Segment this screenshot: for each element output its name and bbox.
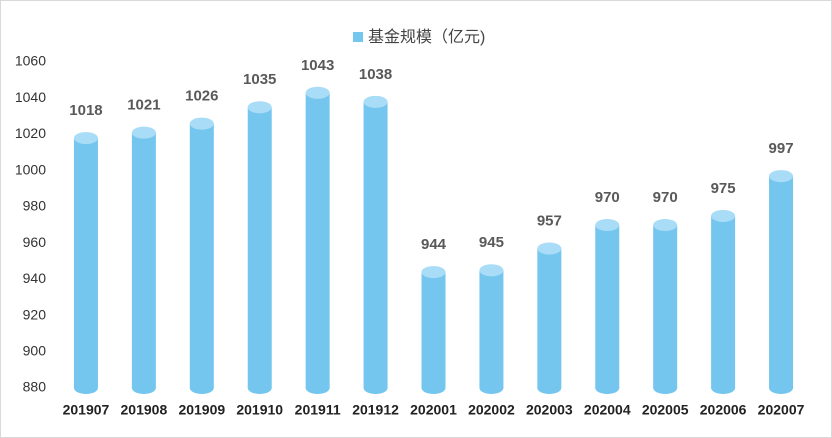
x-tick-label: 201910 — [236, 402, 283, 418]
x-tick-label: 201911 — [295, 402, 341, 418]
value-label: 1043 — [301, 57, 334, 74]
x-tick-label: 202006 — [700, 402, 747, 418]
bar-top — [189, 117, 214, 130]
x-tick-label: 202001 — [410, 402, 457, 418]
x-tick-label: 201908 — [121, 402, 168, 418]
bar — [479, 270, 504, 388]
value-label: 970 — [653, 189, 678, 206]
bar-top — [653, 219, 678, 231]
bar — [421, 272, 446, 388]
bar-top — [711, 209, 736, 222]
bar — [247, 107, 272, 389]
value-label: 1026 — [185, 88, 218, 105]
bar-top — [537, 242, 562, 255]
y-tick-label: 1020 — [15, 125, 46, 141]
y-tick-label: 980 — [23, 198, 47, 214]
bar — [363, 101, 388, 388]
value-label: 957 — [537, 213, 562, 230]
value-label: 997 — [769, 140, 794, 157]
bar-top — [769, 170, 794, 183]
bar-top — [73, 132, 98, 145]
x-tick-label: 201907 — [63, 402, 110, 418]
y-tick-label: 960 — [23, 234, 47, 250]
value-label: 1018 — [69, 102, 102, 119]
bar — [769, 176, 794, 388]
bar — [73, 138, 98, 388]
value-label: 945 — [479, 234, 504, 251]
y-tick-label: 880 — [23, 379, 47, 395]
y-tick-label: 1060 — [15, 53, 46, 69]
value-label: 970 — [595, 189, 620, 206]
bar-top — [479, 264, 504, 277]
bar-top — [305, 86, 330, 99]
y-tick-label: 1000 — [15, 161, 46, 177]
x-tick-label: 202003 — [526, 402, 573, 418]
bar — [189, 123, 214, 389]
x-tick-label: 202004 — [584, 402, 631, 418]
value-label: 944 — [421, 236, 447, 253]
x-tick-label: 201912 — [352, 402, 399, 418]
bar — [711, 215, 736, 388]
legend-swatch — [353, 32, 363, 42]
legend-label: 基金规模（亿元) — [368, 28, 485, 46]
bar — [537, 248, 562, 388]
bar — [131, 132, 156, 388]
bar-top — [595, 219, 620, 231]
bar-top — [131, 126, 156, 139]
x-tick-label: 202007 — [758, 402, 805, 418]
value-label: 1021 — [127, 97, 160, 114]
value-label: 1035 — [243, 71, 276, 88]
y-tick-label: 1040 — [15, 89, 46, 105]
value-label: 1038 — [359, 66, 392, 83]
x-tick-label: 202005 — [642, 402, 689, 418]
y-tick-label: 900 — [23, 342, 47, 358]
bar — [305, 92, 330, 389]
y-tick-label: 920 — [23, 306, 47, 322]
bar-top — [247, 101, 272, 114]
bar-top — [363, 95, 388, 108]
bar — [595, 225, 620, 388]
bar-top — [421, 266, 446, 279]
value-label: 975 — [711, 180, 736, 197]
x-tick-label: 201909 — [178, 402, 225, 418]
x-tick-label: 202002 — [468, 402, 515, 418]
bar — [653, 225, 678, 388]
y-tick-label: 940 — [23, 270, 47, 286]
